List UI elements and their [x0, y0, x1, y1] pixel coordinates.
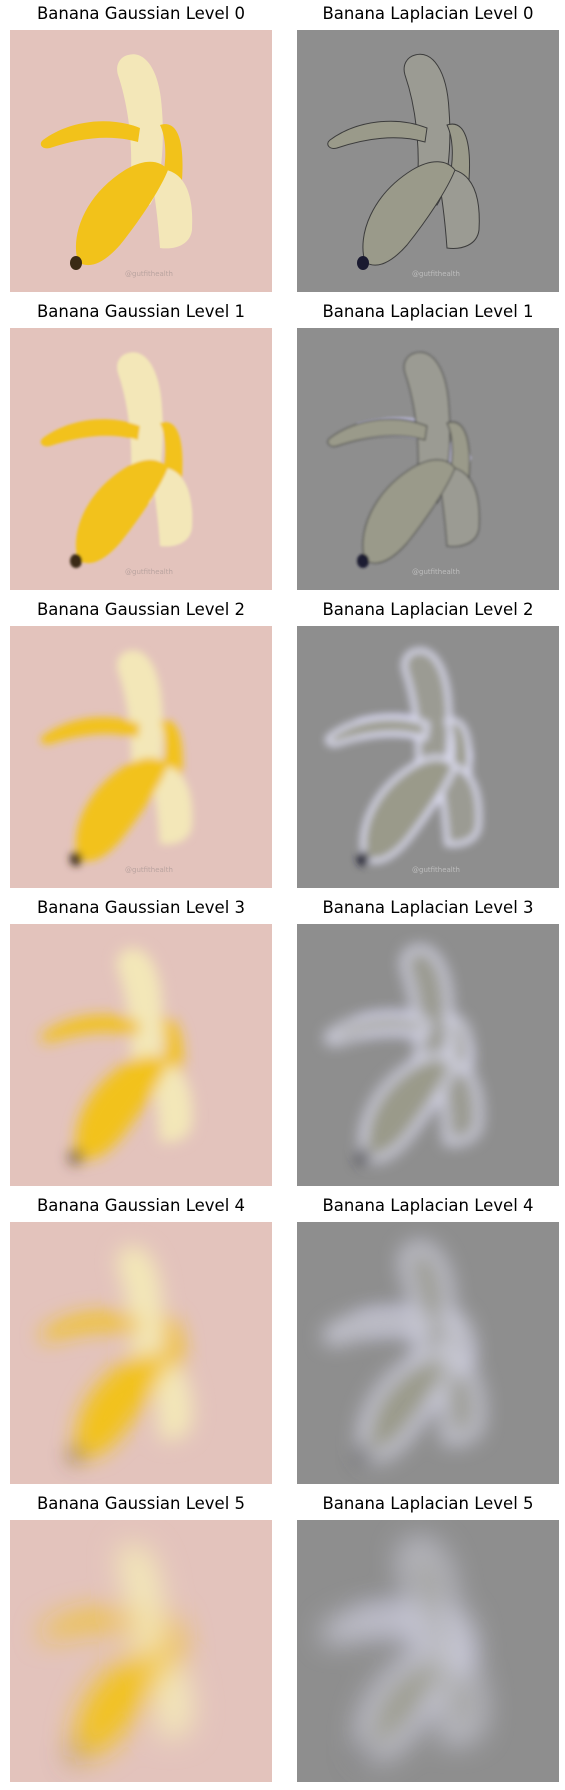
laplacian-image-5: [297, 1520, 559, 1782]
gaussian-title-2: Banana Gaussian Level 2: [36, 600, 246, 619]
laplacian-title-1: Banana Laplacian Level 1: [322, 302, 534, 321]
gaussian-banana-picture: @gutfithealth: [10, 626, 272, 888]
watermark-text: @gutfithealth: [125, 568, 173, 576]
laplacian-title-4: Banana Laplacian Level 4: [322, 1196, 534, 1215]
gaussian-title-5: Banana Gaussian Level 5: [36, 1494, 246, 1513]
gaussian-image-2: @gutfithealth: [10, 626, 272, 888]
laplacian-title-5: Banana Laplacian Level 5: [322, 1494, 534, 1513]
watermark-text: @gutfithealth: [412, 270, 460, 278]
gaussian-title-3: Banana Gaussian Level 3: [36, 898, 246, 917]
laplacian-banana-picture: [297, 1520, 559, 1782]
laplacian-image-1: @gutfithealth: [297, 328, 559, 590]
watermark-text: @gutfithealth: [125, 270, 173, 278]
laplacian-image-3: [297, 924, 559, 1186]
watermark-text: @gutfithealth: [125, 866, 173, 874]
watermark-text: @gutfithealth: [412, 866, 460, 874]
watermark-text: @gutfithealth: [412, 568, 460, 576]
laplacian-banana-picture: @gutfithealth: [297, 30, 559, 292]
gaussian-title-0: Banana Gaussian Level 0: [36, 4, 246, 23]
gaussian-banana-picture: [10, 924, 272, 1186]
gaussian-image-4: [10, 1222, 272, 1484]
gaussian-image-0: @gutfithealth: [10, 30, 272, 292]
gaussian-title-4: Banana Gaussian Level 4: [36, 1196, 246, 1215]
laplacian-banana-picture: @gutfithealth: [297, 328, 559, 590]
gaussian-title-1: Banana Gaussian Level 1: [36, 302, 246, 321]
gaussian-banana-picture: @gutfithealth: [10, 328, 272, 590]
gaussian-image-1: @gutfithealth: [10, 328, 272, 590]
laplacian-image-0: @gutfithealth: [297, 30, 559, 292]
laplacian-title-2: Banana Laplacian Level 2: [322, 600, 534, 619]
gaussian-image-3: [10, 924, 272, 1186]
gaussian-image-5: [10, 1520, 272, 1782]
gaussian-banana-picture: [10, 1520, 272, 1782]
laplacian-title-0: Banana Laplacian Level 0: [322, 4, 534, 23]
laplacian-banana-picture: @gutfithealth: [297, 626, 559, 888]
gaussian-banana-picture: [10, 1222, 272, 1484]
laplacian-banana-picture: [297, 1222, 559, 1484]
laplacian-title-3: Banana Laplacian Level 3: [322, 898, 534, 917]
gaussian-banana-picture: @gutfithealth: [10, 30, 272, 292]
laplacian-image-4: [297, 1222, 559, 1484]
laplacian-banana-picture: [297, 924, 559, 1186]
laplacian-image-2: @gutfithealth: [297, 626, 559, 888]
